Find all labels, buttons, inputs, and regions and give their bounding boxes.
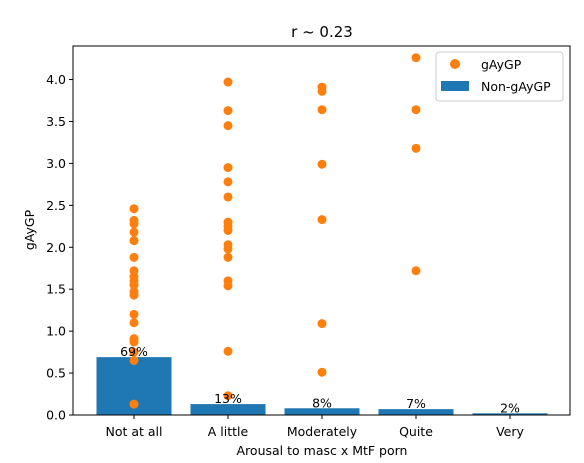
scatter-point-17 bbox=[129, 215, 139, 225]
scatter-point-12 bbox=[129, 266, 139, 276]
scatter-point-41 bbox=[317, 82, 327, 92]
scatter-point-45 bbox=[411, 53, 421, 63]
bar-label-1: 13% bbox=[214, 391, 242, 406]
scatter-point-0 bbox=[129, 399, 139, 409]
bar-1 bbox=[190, 404, 266, 415]
scatter-point-4 bbox=[129, 334, 139, 344]
scatter-point-18 bbox=[129, 204, 139, 214]
y-tick-label-1: 0.5 bbox=[46, 366, 66, 381]
scatter-point-39 bbox=[317, 105, 327, 115]
bar-labels-layer: 69% 13% 8% 7% 2% bbox=[120, 344, 520, 415]
bar-label-3: 7% bbox=[406, 396, 426, 411]
scatter-point-43 bbox=[411, 143, 421, 153]
y-tick-label-7: 3.5 bbox=[46, 114, 66, 129]
y-tick-label-4: 2.0 bbox=[46, 240, 66, 255]
scatter-point-44 bbox=[411, 105, 421, 115]
bar-label-2: 8% bbox=[312, 395, 332, 410]
bar-3 bbox=[378, 409, 454, 415]
scatter-point-31 bbox=[223, 163, 233, 173]
x-axis: Not at all A little Moderately Quite Very bbox=[105, 415, 525, 439]
scatter-point-42 bbox=[411, 266, 421, 276]
y-axis-label: gAyGP bbox=[22, 209, 37, 250]
y-tick-label-6: 3.0 bbox=[46, 156, 66, 171]
scatter-point-23 bbox=[223, 252, 233, 262]
y-tick-label-3: 1.5 bbox=[46, 282, 66, 297]
scatter-point-35 bbox=[317, 367, 327, 377]
scatter-point-22 bbox=[223, 276, 233, 286]
y-axis: 0.0 0.5 1.0 1.5 2.0 2.5 3.0 3.5 4.0 bbox=[46, 72, 73, 423]
scatter-point-5 bbox=[129, 318, 139, 328]
y-tick-label-5: 2.5 bbox=[46, 198, 66, 213]
scatter-point-2 bbox=[129, 347, 139, 357]
y-tick-label-2: 1.0 bbox=[46, 324, 66, 339]
x-tick-label-4: Very bbox=[496, 424, 524, 439]
scatter-point-20 bbox=[223, 346, 233, 356]
scatter-point-8 bbox=[129, 287, 139, 297]
bar-label-0: 69% bbox=[120, 344, 148, 359]
x-tick-label-3: Quite bbox=[399, 424, 433, 439]
scatter-point-25 bbox=[223, 240, 233, 250]
scatter-point-29 bbox=[223, 192, 233, 202]
x-tick-label-2: Moderately bbox=[287, 424, 358, 439]
points-layer bbox=[129, 53, 421, 409]
scatter-point-34 bbox=[223, 77, 233, 87]
chart-title: r ~ 0.23 bbox=[291, 23, 353, 41]
x-tick-label-0: Not at all bbox=[105, 424, 162, 439]
scatter-point-33 bbox=[223, 106, 233, 116]
y-tick-label-0: 0.0 bbox=[46, 408, 66, 423]
scatter-point-32 bbox=[223, 121, 233, 131]
scatter-point-14 bbox=[129, 236, 139, 246]
legend: gAyGP Non-gAyGP bbox=[435, 51, 564, 102]
bar-label-4: 2% bbox=[500, 400, 520, 415]
x-tick-label-1: A little bbox=[208, 424, 249, 439]
scatter-point-30 bbox=[223, 177, 233, 187]
scatter-point-13 bbox=[129, 252, 139, 262]
bar-2 bbox=[284, 408, 360, 415]
scatter-point-38 bbox=[317, 159, 327, 169]
scatter-point-19 bbox=[223, 391, 233, 401]
scatter-point-36 bbox=[317, 319, 327, 329]
scatter-point-1 bbox=[129, 355, 139, 365]
legend-non-gaygp-label: Non-gAyGP bbox=[481, 79, 551, 94]
scatter-point-15 bbox=[129, 227, 139, 237]
legend-gaygp-label: gAyGP bbox=[481, 57, 522, 72]
bar-4 bbox=[472, 413, 548, 415]
x-axis-label: Arousal to masc x MtF porn bbox=[237, 443, 408, 458]
y-tick-label-8: 4.0 bbox=[46, 72, 66, 87]
scatter-point-37 bbox=[317, 215, 327, 225]
scatter-point-6 bbox=[129, 309, 139, 319]
scatter-point-28 bbox=[223, 217, 233, 227]
legend-non-gaygp-swatch bbox=[441, 81, 469, 91]
legend-gaygp-marker bbox=[450, 59, 460, 69]
